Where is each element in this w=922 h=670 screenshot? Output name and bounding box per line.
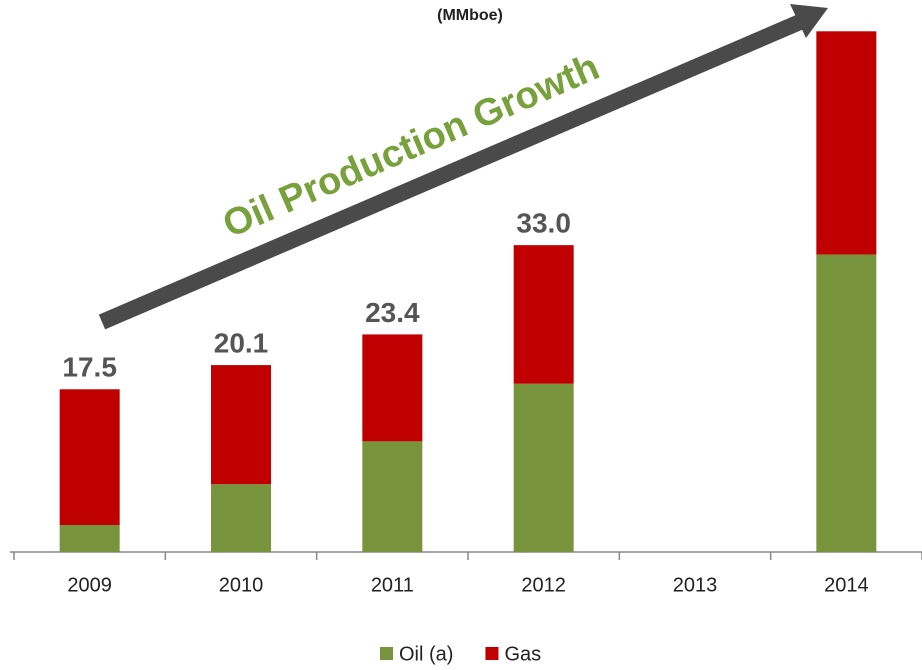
total-label: 17.5	[62, 352, 117, 383]
x-tick-label: 2010	[219, 574, 264, 596]
x-tick-label: 2009	[67, 574, 112, 596]
bar-segment	[59, 389, 120, 526]
bar-segment	[816, 254, 877, 552]
bar-segment	[362, 334, 423, 442]
x-tick-label: 2011	[371, 574, 414, 596]
arrow-shaft	[98, 14, 804, 330]
bar-segment	[816, 31, 877, 255]
x-tick-label: 2013	[673, 574, 718, 596]
bar-segment	[513, 383, 574, 552]
bar-segment	[362, 441, 423, 552]
legend-swatch	[485, 647, 499, 660]
total-label: 23.4	[365, 297, 420, 328]
x-tick-label: 2012	[521, 574, 566, 596]
bar-segment	[211, 484, 271, 552]
total-label: 33.0	[516, 208, 571, 239]
total-label: 20.1	[214, 327, 269, 358]
x-tick-label: 2014	[824, 574, 869, 596]
bar-segment	[211, 365, 271, 485]
arrow-head	[790, 4, 828, 38]
bar-segment	[513, 245, 574, 384]
legend-label: Oil (a)	[399, 643, 453, 665]
bar-segment	[59, 525, 120, 552]
growth-arrow	[98, 4, 828, 330]
legend-label: Gas	[504, 643, 541, 665]
legend-swatch	[380, 647, 393, 660]
chart-subtitle: (MMboe)	[437, 7, 503, 24]
